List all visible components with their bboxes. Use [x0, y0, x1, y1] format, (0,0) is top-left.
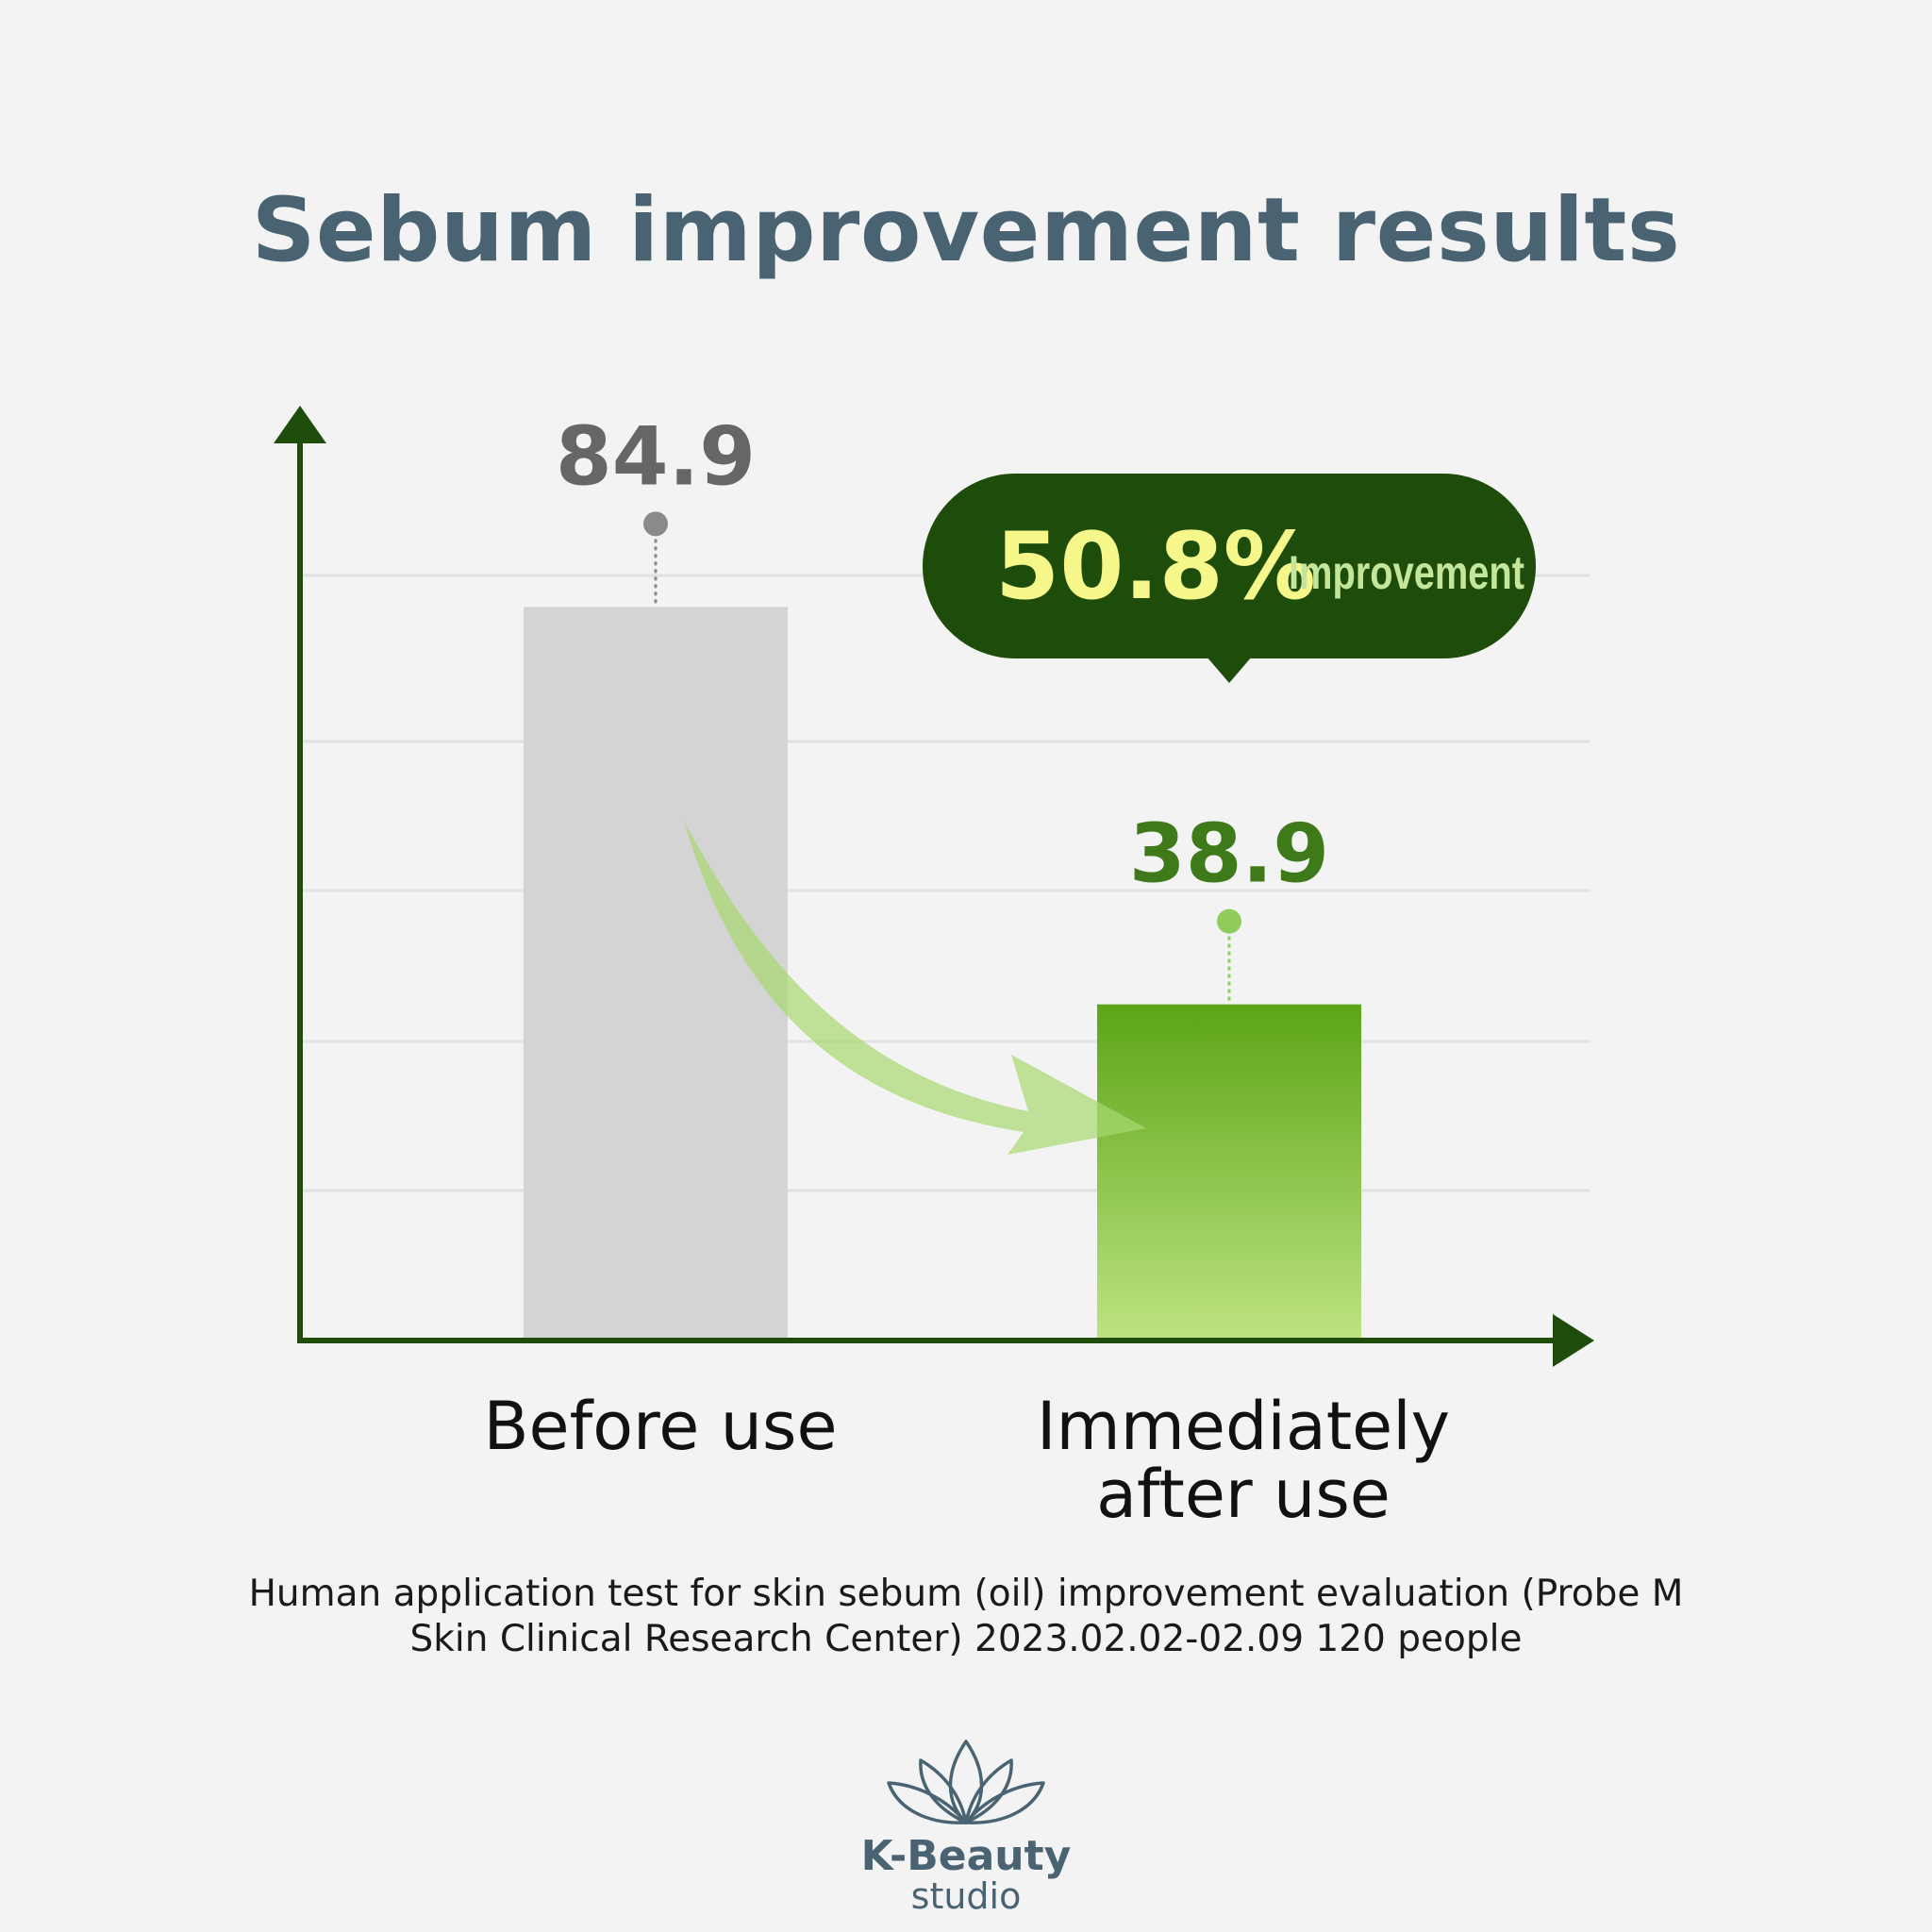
brand-logo: K-Beauty studio	[777, 1736, 1155, 1924]
category-label-line: Immediately	[1036, 1388, 1451, 1465]
footnote-line: Skin Clinical Research Center) 2023.02.0…	[409, 1618, 1523, 1660]
footnote-line: Human application test for skin sebum (o…	[248, 1573, 1684, 1615]
improvement-callout: 50.8%Improvement	[923, 474, 1536, 683]
trend-arrow	[684, 821, 1146, 1155]
value-labels: 84.9 38.9	[556, 409, 1329, 1003]
callout-text: Improvement	[1289, 546, 1524, 599]
category-label-after: Immediately after use	[998, 1392, 1489, 1528]
chart-title: Sebum improvement results	[251, 179, 1681, 282]
x-axis-arrowhead	[1553, 1314, 1594, 1367]
axes	[274, 406, 1594, 1367]
value-label: 84.9	[556, 409, 756, 504]
bar	[1097, 1004, 1361, 1341]
leader-dot	[1217, 908, 1241, 934]
category-label-before: Before use	[443, 1392, 877, 1460]
y-axis-arrowhead	[274, 406, 326, 443]
leader-dot	[643, 511, 668, 537]
logo-subtitle: studio	[910, 1875, 1022, 1917]
callout-pointer	[1207, 657, 1252, 683]
bar	[524, 607, 788, 1341]
value-label: 38.9	[1129, 808, 1329, 902]
category-label-line: Before use	[483, 1388, 838, 1465]
logo-name: K-Beauty	[860, 1832, 1072, 1880]
callout-bubble	[923, 474, 1536, 658]
lotus-icon	[887, 1740, 1045, 1824]
category-label-line: after use	[1096, 1456, 1391, 1533]
study-footnote: Human application test for skin sebum (o…	[170, 1572, 1762, 1662]
arrow-icon	[684, 821, 1146, 1155]
bars	[524, 607, 1361, 1341]
callout-value: 50.8%	[995, 513, 1316, 621]
